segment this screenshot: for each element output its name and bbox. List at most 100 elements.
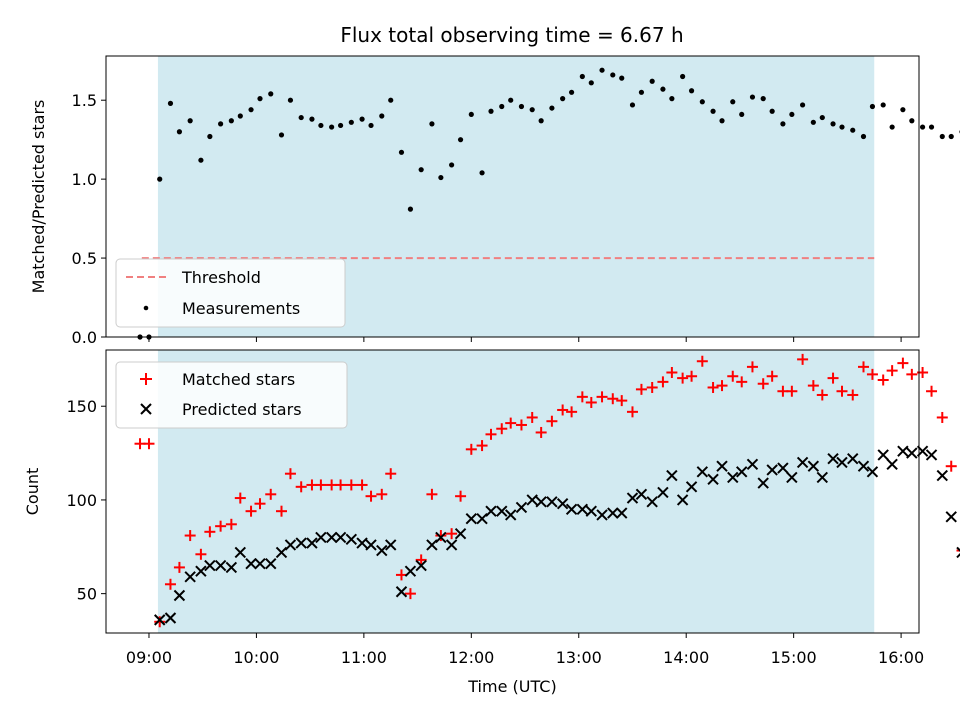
predicted-star-point — [515, 501, 528, 514]
predicted-star-point — [727, 471, 739, 484]
matched-star-point — [786, 385, 798, 397]
predicted-star-stroke — [515, 501, 528, 514]
predicted-star-stroke — [897, 445, 909, 457]
predicted-star-point — [635, 488, 648, 501]
matched-star-point — [184, 530, 196, 542]
predicted-star-stroke — [164, 612, 177, 624]
matched-star-point — [936, 411, 948, 423]
matched-star-point — [356, 479, 368, 491]
predicted-star-point — [265, 557, 277, 570]
predicted-star-point — [225, 561, 238, 574]
y-tick-label: 50 — [77, 585, 97, 604]
predicted-star-stroke — [886, 458, 898, 471]
matched-star-point — [807, 380, 819, 392]
measurement-point — [610, 72, 616, 78]
measurement-point — [388, 97, 394, 103]
measurement-point — [579, 73, 585, 80]
predicted-star-stroke — [766, 464, 778, 476]
measurement-point — [599, 67, 605, 73]
x-tick-label: 15:00 — [771, 648, 817, 667]
measurement-point — [268, 91, 274, 97]
matched-star-point — [607, 393, 619, 405]
measurement-point — [769, 108, 775, 114]
measurement-point — [167, 100, 174, 106]
measurement-point — [730, 99, 736, 105]
measurement-point — [850, 127, 856, 133]
matched-star-point — [254, 498, 266, 510]
predicted-star-stroke — [445, 539, 458, 551]
predicted-star-stroke — [173, 589, 186, 602]
predicted-star-stroke — [626, 492, 639, 504]
matched-star-point — [546, 415, 558, 427]
matched-points — [134, 353, 960, 628]
bottom-y-axis: 50 100 150 — [66, 397, 106, 604]
predicted-star-stroke — [777, 462, 789, 474]
matched-star-point — [245, 505, 257, 517]
measurement-point — [237, 113, 243, 119]
matched-star-point — [847, 389, 859, 401]
predicted-star-point — [345, 533, 358, 545]
matched-star-point — [626, 406, 638, 418]
measurement-point — [198, 157, 204, 163]
predicted-star-stroke — [234, 546, 247, 559]
predicted-star-stroke — [807, 460, 820, 472]
predicted-star-stroke — [576, 503, 589, 516]
measurement-point — [680, 73, 686, 80]
predicted-star-stroke — [596, 509, 608, 521]
measurement-point — [860, 133, 867, 140]
predicted-star-stroke — [204, 559, 216, 572]
predicted-star-stroke — [485, 505, 497, 517]
predicted-star-point — [757, 477, 769, 489]
measurement-point — [518, 103, 525, 110]
matched-star-point — [315, 479, 327, 491]
predicted-star-stroke — [585, 505, 598, 517]
predicted-star-point — [385, 539, 397, 551]
legend-matched-label: Matched stars — [182, 370, 295, 389]
matched-star-point — [596, 391, 608, 403]
predicted-star-point — [526, 494, 538, 506]
measurement-point — [669, 96, 675, 102]
measurement-point — [900, 107, 906, 113]
predicted-star-stroke — [426, 539, 438, 551]
predicted-star-stroke — [454, 527, 467, 540]
predicted-star-stroke — [736, 466, 748, 478]
measurement-point — [359, 116, 365, 122]
predicted-star-point — [906, 447, 918, 459]
measurement-point — [688, 88, 695, 94]
matched-star-point — [465, 443, 477, 455]
predicted-star-point — [295, 537, 307, 549]
predicted-star-stroke — [685, 481, 698, 493]
predicted-star-point — [847, 452, 859, 465]
predicted-star-point — [204, 559, 216, 572]
predicted-star-point — [445, 539, 458, 551]
predicted-star-stroke — [716, 460, 728, 472]
predicted-star-stroke — [657, 486, 669, 499]
predicted-star-stroke — [154, 614, 166, 626]
matched-star-point — [716, 380, 728, 392]
measurement-point — [649, 78, 655, 84]
measurement-point — [449, 162, 455, 168]
predicted-star-stroke — [857, 460, 870, 472]
predicted-star-point — [496, 505, 508, 517]
measurement-point — [348, 119, 354, 125]
predicted-star-stroke — [666, 469, 678, 482]
predicted-star-stroke — [696, 466, 709, 478]
measurement-point — [318, 122, 324, 129]
top-panel: 0.0 0.5 1.0 1.5 Matched/Predicted stars Thr… — [29, 55, 960, 347]
matched-star-point — [657, 376, 669, 388]
measurement-point — [488, 108, 494, 114]
predicted-star-point — [173, 589, 186, 602]
matched-star-point — [585, 396, 597, 408]
y-tick-label: 100 — [66, 491, 97, 510]
measurement-point — [780, 121, 786, 127]
measurement-point — [298, 114, 304, 121]
measurement-point — [789, 111, 795, 118]
predicted-star-point — [184, 571, 196, 583]
y-tick-label: 0.0 — [72, 328, 97, 347]
predicted-star-point — [956, 546, 960, 559]
measurement-point — [529, 107, 535, 113]
matched-star-point — [415, 554, 427, 566]
matched-star-point — [476, 440, 488, 452]
predicted-star-point — [556, 497, 569, 510]
predicted-star-point — [626, 492, 639, 504]
